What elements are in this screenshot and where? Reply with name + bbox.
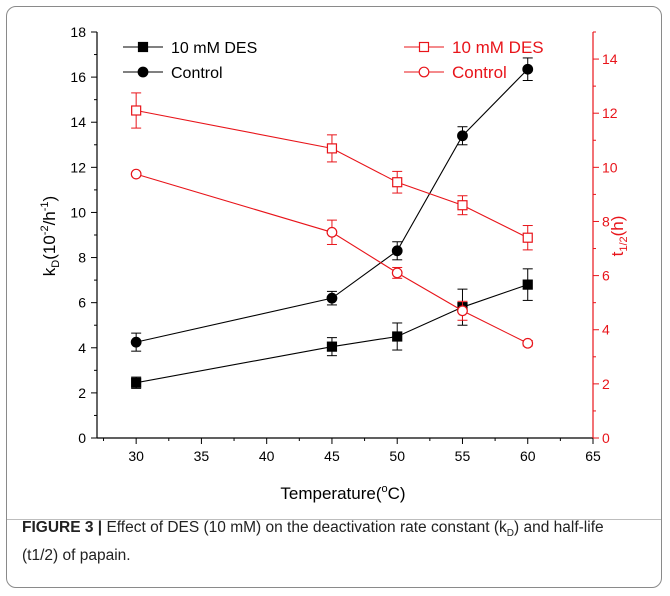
- left-tick-label: 2: [78, 385, 86, 401]
- x-axis-title-main: Temperature(: [280, 484, 381, 503]
- data-point: [130, 168, 142, 180]
- data-point: [326, 292, 338, 304]
- legend-label: 10 mM DES: [452, 38, 544, 57]
- series-line-3: [136, 173, 528, 344]
- data-point: [391, 267, 403, 279]
- left-tick-label: 0: [78, 430, 86, 446]
- data-point: [392, 177, 403, 188]
- data-point: [391, 245, 403, 257]
- left-tick-label: 16: [70, 69, 86, 85]
- right-tick-label: 10: [602, 159, 618, 175]
- legend-marker: [418, 66, 430, 78]
- x-axis-title: Temperature(oC): [280, 483, 405, 503]
- data-point: [326, 143, 338, 154]
- data-point: [457, 130, 468, 142]
- left-tick-label: 4: [78, 340, 86, 356]
- data-point: [326, 341, 338, 352]
- right-tick-label: 12: [602, 105, 618, 121]
- left-tick-label: 18: [70, 24, 86, 40]
- right-tick-label: 4: [602, 322, 610, 338]
- data-point: [131, 105, 142, 116]
- legend-label: Control: [171, 65, 223, 82]
- right-tick-label: 8: [602, 213, 610, 229]
- figure-caption: FIGURE 3 | Effect of DES (10 mM) on the …: [22, 517, 642, 567]
- data-point: [522, 337, 534, 349]
- right-tick-label: 0: [602, 430, 610, 446]
- x-axis-title-degree: o: [382, 483, 388, 495]
- caption-text-2: ) and half-life (t1/2) of papain.: [22, 519, 604, 565]
- legend-marker: [137, 66, 149, 78]
- x-tick-label: 65: [585, 448, 601, 464]
- right-tick-label: 14: [602, 51, 618, 67]
- data-point: [326, 226, 338, 238]
- data-point: [130, 336, 142, 348]
- legend-label: Control: [452, 63, 507, 82]
- left-tick-label: 10: [70, 204, 86, 220]
- data-point: [522, 279, 533, 290]
- left-tick-label: 6: [78, 295, 86, 311]
- x-tick-label: 55: [455, 448, 471, 464]
- caption-sub: D: [506, 528, 515, 540]
- right-axis-title: t1/2(h): [608, 216, 630, 257]
- x-tick-label: 40: [259, 448, 275, 464]
- x-tick-label: 60: [520, 448, 536, 464]
- data-point: [392, 331, 403, 342]
- x-tick-label: 50: [389, 448, 405, 464]
- legend-marker: [418, 41, 430, 53]
- legend-label: 10 mM DES: [171, 40, 257, 57]
- data-point: [131, 377, 142, 388]
- left-tick-label: 14: [70, 114, 86, 130]
- caption-divider: [7, 519, 661, 520]
- x-tick-label: 30: [128, 448, 144, 464]
- x-tick-label: 35: [194, 448, 210, 464]
- legend-marker: [137, 41, 149, 53]
- caption-text: Effect of DES (10 mM) on the deactivatio…: [102, 519, 507, 536]
- left-axis-title: kD(10-2/h-1): [39, 196, 62, 276]
- data-point: [457, 305, 468, 317]
- x-axis-title-unit: C): [388, 484, 406, 503]
- left-tick-label: 12: [70, 159, 86, 175]
- figure-chart: 30 35 40 45 50 55 60 65024681012141618024681012…: [39, 24, 630, 503]
- data-point: [522, 232, 533, 243]
- data-point: [522, 63, 534, 75]
- data-point: [457, 200, 468, 211]
- left-tick-label: 8: [78, 250, 86, 266]
- right-tick-label: 6: [602, 268, 610, 284]
- x-tick-label: 45: [324, 448, 340, 464]
- caption-label: FIGURE 3 |: [22, 519, 103, 536]
- right-tick-label: 2: [602, 376, 610, 392]
